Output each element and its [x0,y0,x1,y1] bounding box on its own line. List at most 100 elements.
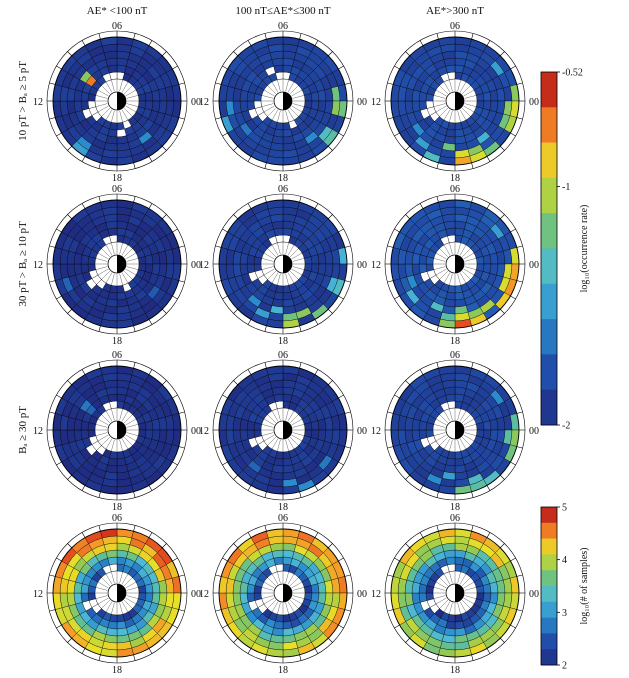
core-spoke [121,109,129,121]
mlt-tick [510,394,516,399]
mlt-label-bottom: 18 [450,336,460,347]
core-spoke [435,252,447,260]
core-spoke [125,434,137,442]
core-spoke [261,432,274,436]
mlt-tick [56,65,62,70]
heatmap-cell [282,549,295,559]
heatmap-cell [282,627,295,637]
core-spoke [121,601,129,613]
core-spoke [123,270,133,280]
core-spoke [443,601,451,613]
mlt-tick [486,369,491,375]
mlt-tick [172,65,178,70]
mlt-tick [314,203,319,209]
core-spoke [285,110,289,123]
mlt-tick [328,638,333,643]
heatmap-cell [105,220,118,230]
heatmap-cell [489,100,499,113]
mlt-tick [516,411,523,414]
colorbar-segment [541,283,557,320]
heatmap-cell [271,298,284,308]
heatmap-cell [310,420,320,431]
row-label-1: 10 pT > Bₐ ≥ 5 pT [17,61,29,141]
mlt-tick [436,654,439,661]
mlt-tick [215,82,222,85]
mlt-tick [49,82,56,85]
heatmap-cell [73,429,83,442]
heatmap-cell [411,592,421,605]
colorbar-segment [541,213,557,249]
core-spoke [433,258,446,262]
mlt-tick [133,654,136,661]
core-spoke [461,436,471,446]
core-spoke [97,418,109,426]
heatmap-cell [317,263,327,276]
mlt-tick [264,525,267,532]
core-spoke [457,571,461,584]
mlt-tick [486,203,491,209]
colorbar-tick-label: -2 [562,421,570,432]
colorbar-title: log₁₀(occurrence rate) [579,205,590,293]
heatmap-cell [411,581,421,594]
mlt-label-right: 00 [529,97,539,108]
core-spoke [271,81,279,93]
mlt-tick [133,196,136,203]
core-spoke [123,414,133,424]
mlt-label-bottom: 18 [112,173,122,184]
colorbar-frame [540,506,558,666]
mlt-tick [222,295,228,300]
heatmap-cell [418,592,428,603]
heatmap-cell [239,592,249,605]
mlt-tick [81,40,86,46]
mlt-tick [49,574,56,577]
heatmap-cell [239,581,249,594]
earth-night-side [455,255,464,273]
heatmap-cell [239,263,249,276]
core-spoke [439,577,449,587]
mlt-tick [486,40,491,46]
heatmap-cell [310,583,320,594]
mlt-tick [215,446,222,449]
core-spoke [461,85,471,95]
core-spoke [263,597,275,605]
mlt-tick [299,491,302,498]
mlt-tick [387,280,394,283]
mlt-tick [233,638,238,643]
mlt-tick [516,609,523,612]
mlt-tick [98,362,101,369]
mlt-label-top: 06 [278,21,288,32]
core-spoke [285,571,289,584]
mlt-tick [148,532,153,538]
core-spoke [95,587,108,591]
mlt-label-bottom: 18 [278,502,288,513]
colorbar-segment [541,72,557,108]
mlt-tick [233,309,238,314]
mlt-tick [299,654,302,661]
core-spoke [443,272,451,284]
core-spoke [277,242,281,255]
mlt-tick [338,295,344,300]
core-spoke [291,105,303,113]
polar-panel-row3-col3: 06 18 12 00 [371,350,539,513]
mlt-tick [56,295,62,300]
heatmap-cell [116,135,129,145]
heatmap-cell [282,457,293,467]
core-spoke [101,436,111,446]
mlt-tick [516,117,523,120]
core-spoke [449,439,453,452]
colorbar-segment [541,570,557,587]
mlt-tick [344,82,351,85]
mlt-tick [215,411,222,414]
heatmap-cell [271,220,284,230]
heatmap-cell [489,252,499,265]
mlt-tick [98,162,101,169]
mlt-tick [344,609,351,612]
core-spoke [277,439,281,452]
heatmap-cell [116,549,129,559]
core-spoke [277,408,281,421]
mlt-tick [344,117,351,120]
mlt-tick [178,280,185,283]
mlt-tick [338,132,344,137]
earth-icon [273,254,293,274]
core-spoke [123,107,133,117]
